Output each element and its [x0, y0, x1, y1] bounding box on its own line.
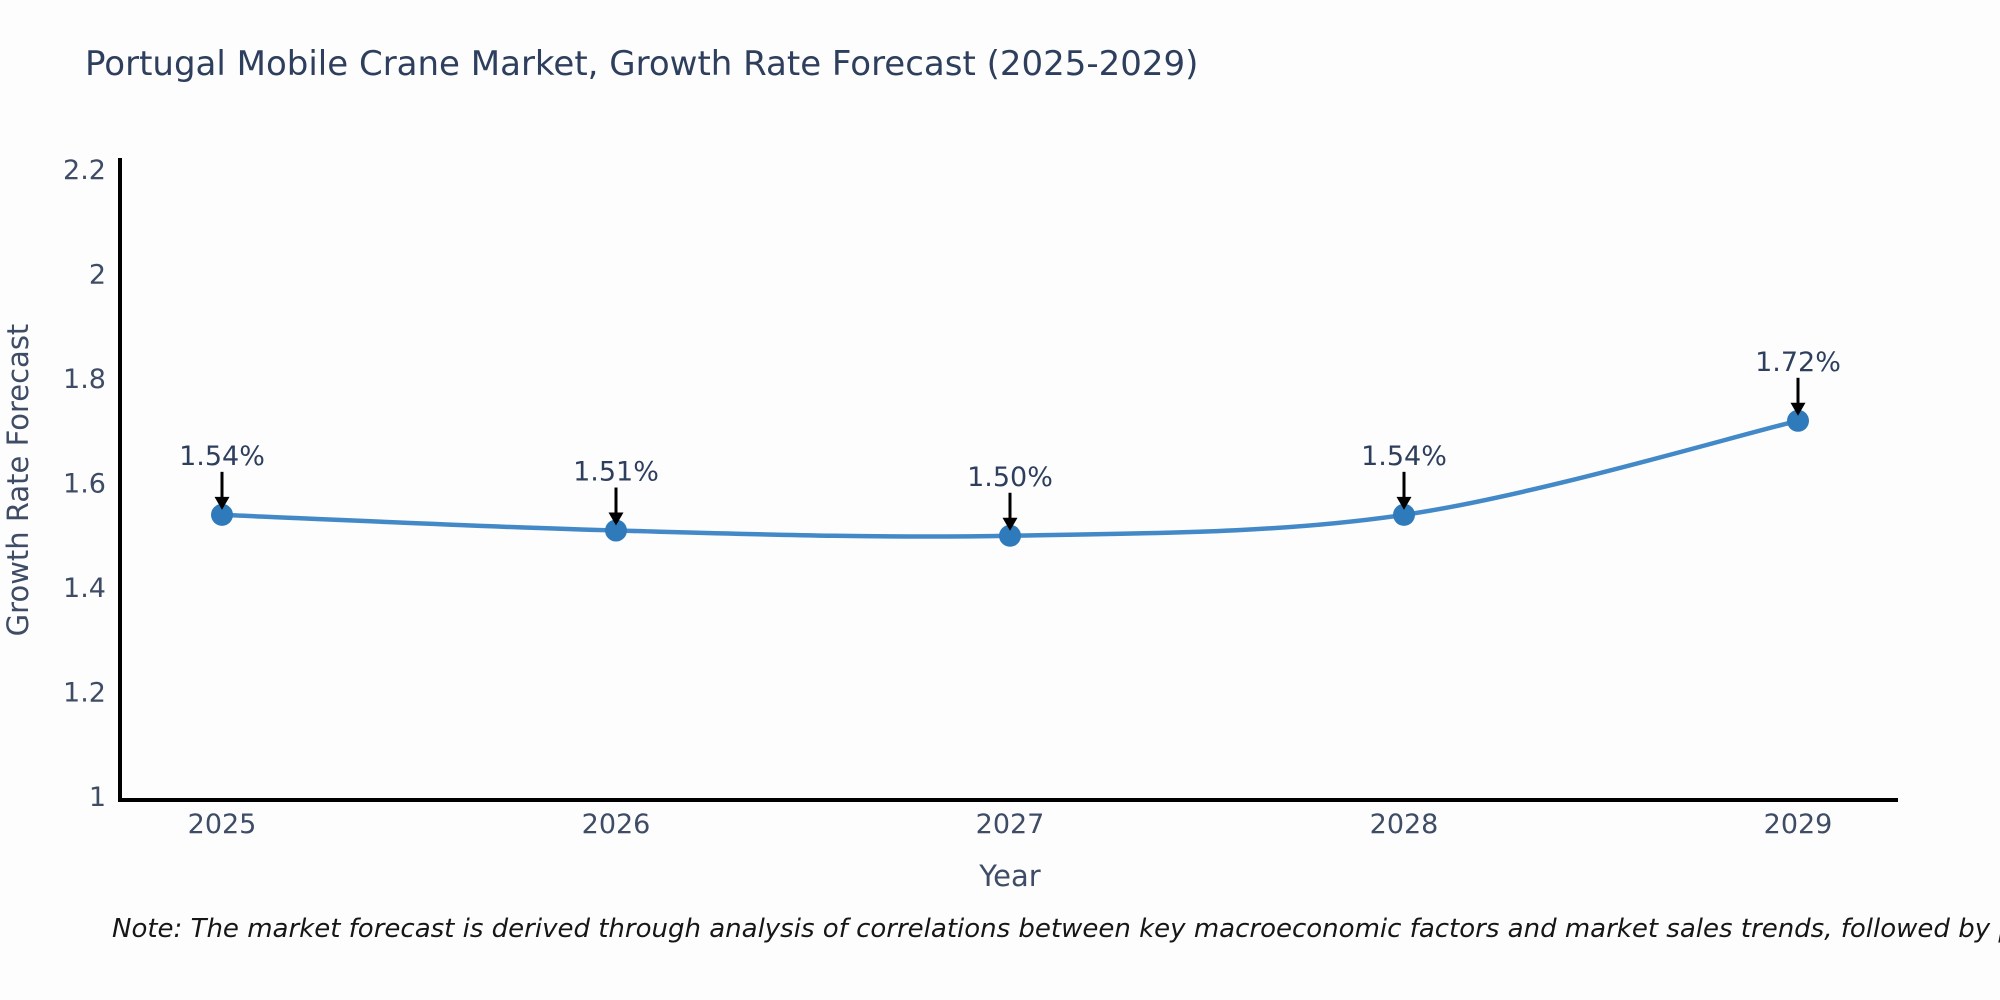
- data-point-marker: [211, 503, 233, 526]
- y-tick-label: 2.2: [63, 155, 106, 186]
- y-tick-label: 1: [89, 782, 106, 813]
- y-tick-label: 1.6: [63, 469, 106, 500]
- y-tick-label: 1.2: [63, 678, 106, 709]
- point-annotation-label: 1.50%: [967, 462, 1053, 493]
- x-tick-label: 2025: [188, 809, 257, 840]
- annotation-arrowhead-icon: [1002, 517, 1018, 531]
- note-text: Note: The market forecast is derived thr…: [112, 914, 2000, 944]
- y-tick-label: 2: [89, 260, 106, 291]
- data-point-marker: [999, 524, 1021, 547]
- annotation-arrowhead-icon: [1396, 496, 1412, 510]
- x-tick-label: 2027: [976, 809, 1045, 840]
- y-tick-label: 1.8: [63, 364, 106, 395]
- x-tick-label: 2026: [582, 809, 651, 840]
- annotation-arrowhead-icon: [608, 512, 624, 526]
- x-tick-label: 2029: [1764, 809, 1833, 840]
- data-point-marker: [1393, 503, 1415, 526]
- chart-title: Portugal Mobile Crane Market, Growth Rat…: [85, 44, 1199, 84]
- annotation-arrowhead-icon: [214, 496, 230, 510]
- x-axis-title: Year: [978, 859, 1040, 893]
- point-annotation-label: 1.72%: [1755, 347, 1841, 378]
- x-tick-label: 2028: [1370, 809, 1439, 840]
- data-point-marker: [1787, 409, 1809, 432]
- data-point-marker: [605, 519, 627, 542]
- y-tick-label: 1.4: [63, 573, 106, 604]
- annotation-arrowhead-icon: [1790, 402, 1806, 416]
- point-annotation-label: 1.51%: [573, 457, 659, 488]
- point-annotation-label: 1.54%: [179, 441, 265, 472]
- y-axis-title: Growth Rate Forecast: [1, 324, 35, 637]
- point-annotation-label: 1.54%: [1361, 441, 1447, 472]
